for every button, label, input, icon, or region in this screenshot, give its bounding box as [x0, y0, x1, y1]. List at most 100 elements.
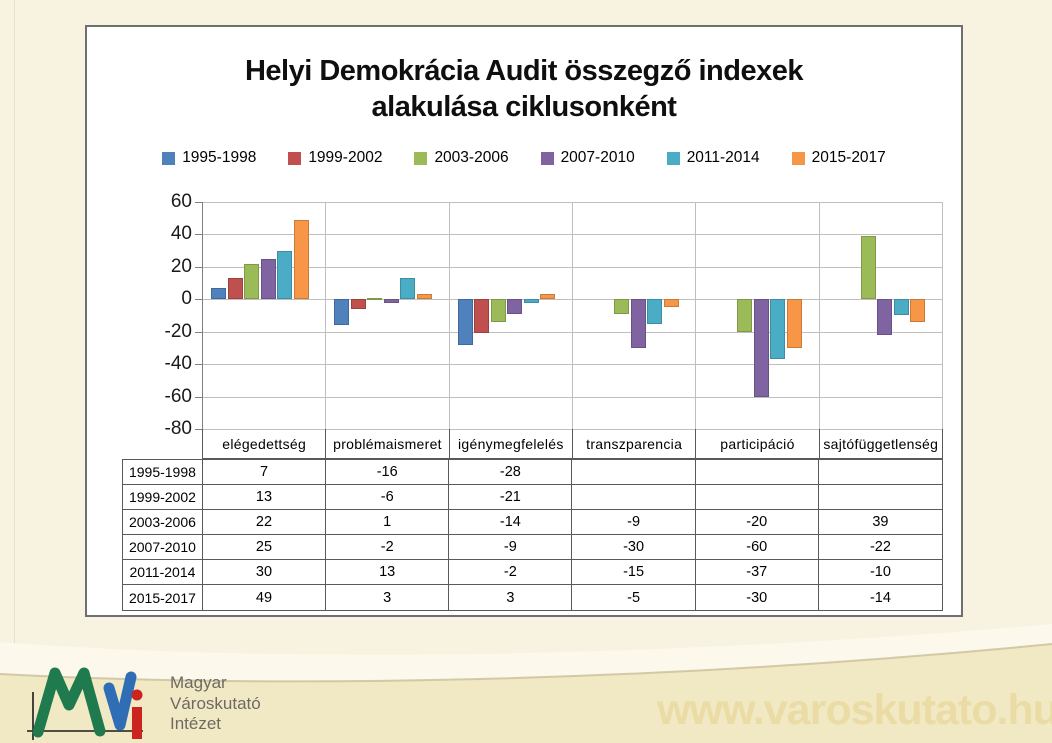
chart-legend: 1995-1998 1999-2002 2003-2006 2007-2010 2011… [87, 149, 961, 167]
y-axis-line [202, 202, 203, 459]
category-separator [572, 202, 573, 429]
table-cell: -2 [449, 560, 573, 584]
table-row: 1999-2002 13 -6 -21 [123, 485, 942, 510]
y-axis-tick [195, 202, 202, 203]
chart-panel: Helyi Demokrácia Audit összegző indexek … [85, 25, 963, 617]
legend-swatch-icon [414, 151, 428, 165]
y-axis-tick [195, 299, 202, 301]
bar-1995-1998-elégedettség [211, 287, 226, 300]
bar-1999-2002-problémaismeret [350, 299, 366, 309]
table-row: 2011-2014 30 13 -2 -15 -37 -10 [123, 560, 942, 585]
table-row-label: 1999-2002 [123, 485, 203, 509]
bar-2007-2010-sajtófüggetlenség [877, 299, 893, 335]
table-cell: -14 [449, 510, 573, 534]
table-row: 2007-2010 25 -2 -9 -30 -60 -22 [123, 535, 942, 560]
table-header-cell: participáció [696, 429, 820, 458]
bar-1999-2002-igénymegfelelés [474, 299, 490, 334]
table-cell: -30 [572, 535, 696, 559]
table-row-label: 2007-2010 [123, 535, 203, 559]
bar-2007-2010-transzparencia [630, 299, 646, 348]
table-row: 2003-2006 22 1 -14 -9 -20 39 [123, 510, 942, 535]
logo-text: Magyar Városkutató Intézet [170, 673, 261, 735]
table-row-label: 2003-2006 [123, 510, 203, 534]
table-cell: -22 [869, 539, 891, 555]
legend-label: 2011-2014 [686, 149, 760, 166]
bar-2015-2017-igénymegfelelés [540, 294, 556, 300]
table-cell: -14 [869, 589, 891, 606]
bar-2011-2014-transzparencia [647, 299, 662, 324]
watermark-url: www.varoskutato.hu [657, 686, 1052, 734]
y-axis-tick [195, 364, 202, 366]
table-cell: -9 [572, 510, 696, 534]
table-cell: -30 [696, 585, 819, 610]
bar-2011-2014-igénymegfelelés [523, 299, 539, 303]
table-cell: -16 [326, 460, 450, 484]
legend-item: 1995-1998 [162, 149, 256, 167]
table-cell: 25 [203, 535, 327, 559]
bar-2015-2017-participáció [786, 299, 802, 348]
table-cell: 3 [326, 585, 450, 610]
table-cell [572, 460, 696, 484]
bar-2011-2014-elégedettség [277, 250, 292, 300]
y-tick-label: 20 [170, 255, 192, 277]
table-cell: -21 [449, 485, 573, 509]
table-cell: -9 [449, 535, 573, 559]
table-cell: -28 [449, 460, 573, 484]
table-header-cell: transzparencia [573, 429, 697, 458]
y-tick-label: -80 [164, 418, 192, 439]
legend-label: 2007-2010 [560, 149, 635, 166]
table-body: 1995-1998 7 -16 -28 1999-2002 13 -6 -21 2003-200… [122, 459, 943, 611]
chart-title-line1: Helyi Demokrácia Audit összegző indexek [244, 55, 804, 87]
bar-2003-2006-elégedettség [244, 263, 259, 300]
legend-item: 2011-2014 [666, 149, 760, 167]
legend-swatch-icon [288, 151, 302, 165]
table-cell: -10 [869, 564, 891, 580]
bar-2011-2014-participáció [770, 299, 786, 360]
table-cell: -5 [572, 585, 696, 610]
legend-item: 1999-2002 [288, 149, 382, 167]
bar-2003-2006-participáció [737, 299, 753, 332]
bar-2011-2014-sajtófüggetlenség [893, 299, 909, 316]
table-header-cell: problémaismeret [326, 429, 450, 458]
table-cell: 3 [449, 585, 573, 610]
table-cell: -20 [696, 510, 819, 534]
y-axis-tick [195, 266, 202, 268]
table-cell [819, 485, 942, 509]
logo-m-zigzag [32, 667, 106, 738]
bar-2015-2017-transzparencia [663, 299, 679, 308]
bar-2007-2010-problémaismeret [383, 299, 399, 303]
y-axis-tick [195, 234, 202, 236]
y-axis-tick [195, 396, 202, 398]
legend-swatch-icon [791, 151, 805, 165]
table-header-cell: igénymegfelelés [450, 429, 573, 458]
bar-1995-1998-igénymegfelelés [457, 299, 473, 345]
table-cell: 30 [203, 560, 327, 584]
table-header-cell: elégedettség [203, 429, 327, 458]
logo-text-line2: Városkutató [170, 693, 261, 713]
legend-item: 2015-2017 [791, 149, 886, 167]
bar-2007-2010-igénymegfelelés [507, 299, 523, 314]
legend-label: 1995-1998 [182, 149, 257, 166]
bar-2015-2017-elégedettség [293, 219, 309, 300]
legend-swatch-icon [666, 151, 680, 165]
logo-v-stroke [103, 671, 137, 731]
bar-2003-2006-igénymegfelelés [490, 299, 506, 322]
table-row-label: 2015-2017 [123, 585, 203, 610]
background-swoosh [0, 624, 1052, 743]
table-cell: 22 [203, 510, 327, 534]
bar-2011-2014-problémaismeret [400, 278, 416, 300]
background-edge-line [14, 0, 15, 650]
logo-i-dot [131, 689, 143, 701]
legend-label: 2015-2017 [811, 149, 886, 166]
category-separator [942, 202, 943, 429]
table-cell: -2 [326, 535, 450, 559]
legend-label: 1999-2002 [308, 149, 383, 166]
y-tick-label: 60 [170, 191, 192, 212]
table-cell [696, 460, 819, 484]
bar-2007-2010-participáció [753, 299, 769, 397]
chart-title: Helyi Demokrácia Audit összegző indexek … [87, 53, 961, 125]
table-header-row: elégedettség problémaismeret igénymegfelel… [202, 429, 943, 459]
bar-2007-2010-elégedettség [260, 258, 276, 300]
y-tick-label: -60 [164, 385, 192, 407]
